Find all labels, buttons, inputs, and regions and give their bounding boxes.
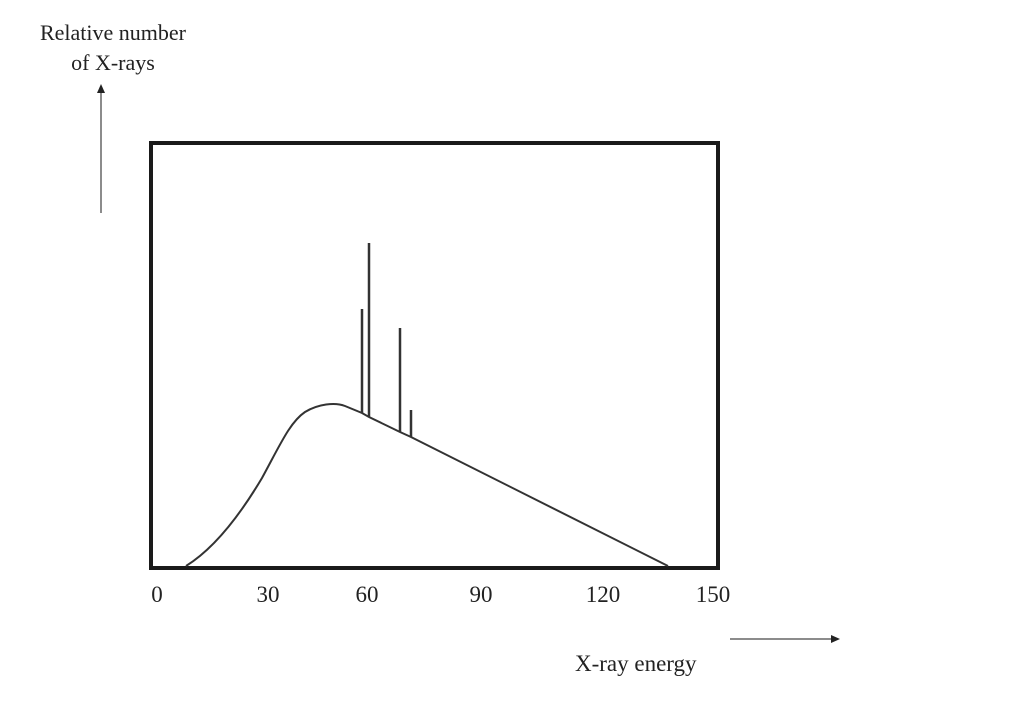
x-tick-0: 0 <box>151 582 163 607</box>
y-axis-label-line-2: of X-rays <box>71 50 155 75</box>
characteristic-peaks <box>360 243 413 437</box>
x-tick-150: 150 <box>695 582 731 607</box>
y-axis-label-line-1: Relative number <box>39 20 186 45</box>
x-tick-60: 60 <box>355 582 379 607</box>
x-axis-label: X-ray energy <box>575 651 697 676</box>
x-tick-30: 30 <box>256 582 280 607</box>
continuous-spectrum-curve <box>185 403 669 567</box>
y-axis-label: Relative number of X-rays <box>18 18 208 78</box>
plot-frame <box>149 141 720 570</box>
x-tick-90: 90 <box>469 582 493 607</box>
y-axis-arrow-icon <box>97 84 105 213</box>
x-tick-120: 120 <box>585 582 621 607</box>
x-axis-arrow-icon <box>730 635 840 643</box>
